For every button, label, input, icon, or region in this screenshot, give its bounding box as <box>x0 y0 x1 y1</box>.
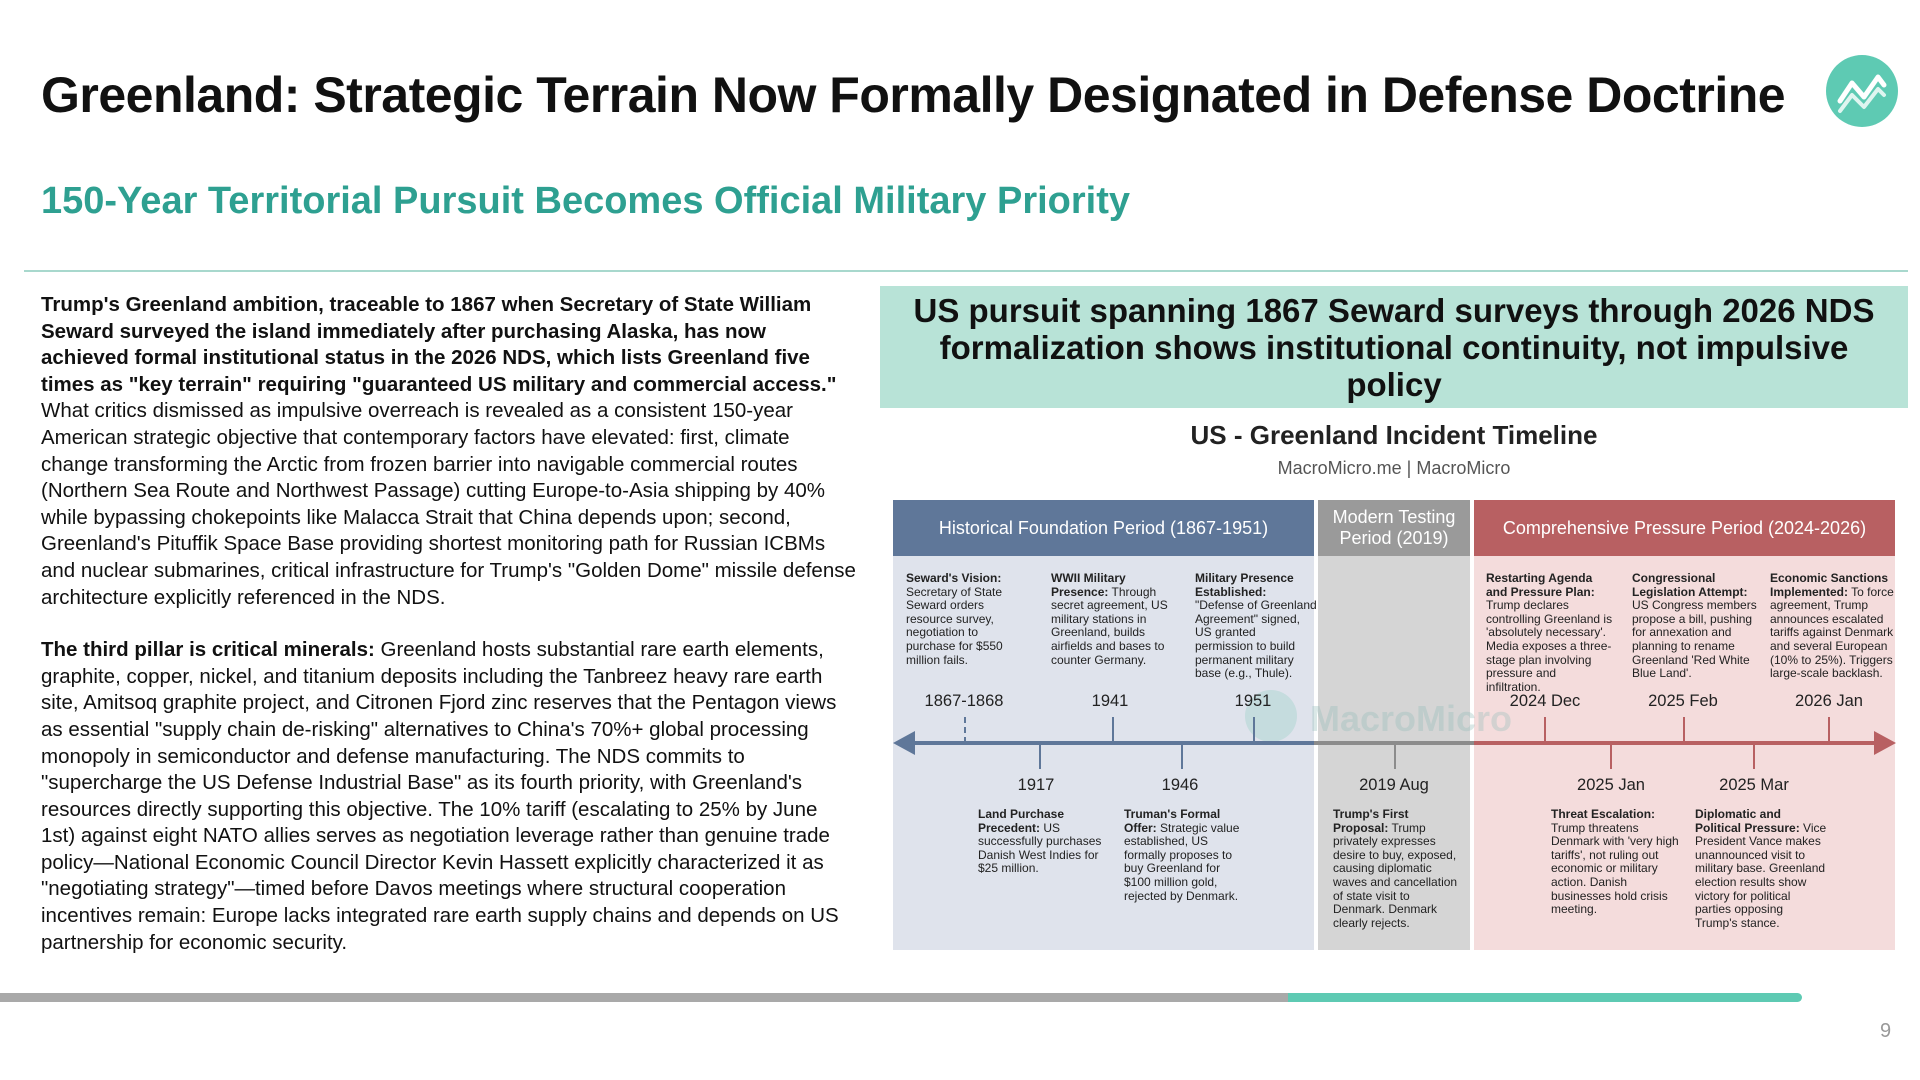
timeline-axis-pressure <box>1474 741 1874 745</box>
timeline-arrow-right-icon <box>1874 731 1896 755</box>
period-background-modern <box>1318 500 1470 950</box>
event-heading: Economic Sanctions Implemented: <box>1770 571 1889 599</box>
timeline-tick-2025-mar <box>1753 743 1755 769</box>
page-number: 9 <box>1880 1020 1892 1042</box>
timeline-event-1917: Land Purchase Precedent: US successfully… <box>978 807 1103 876</box>
body-paragraph-2-lead: The third pillar is critical minerals: <box>41 638 375 662</box>
trend-line-chart-icon <box>1826 55 1898 127</box>
timeline-date-1917: 1917 <box>1017 776 1055 794</box>
period-header-modern: Modern Testing Period (2019) <box>1318 500 1470 556</box>
event-text: Secretary of State Seward orders resourc… <box>906 584 1003 667</box>
timeline-tick-2025-jan <box>1610 743 1612 769</box>
timeline-source: MacroMicro.me | MacroMicro <box>1277 458 1511 478</box>
body-paragraph-1-lead: Trump's Greenland ambition, traceable to… <box>41 293 837 396</box>
event-text: "Defense of Greenland Agreement" signed,… <box>1195 598 1317 681</box>
timeline-date-2025-feb: 2025 Feb <box>1648 692 1718 710</box>
header-divider <box>24 270 1908 272</box>
timeline-tick-1867 <box>964 717 966 743</box>
body-paragraph-2: The third pillar is critical minerals: G… <box>41 637 856 956</box>
timeline-tick-1941 <box>1112 717 1114 743</box>
period-header-historical: Historical Foundation Period (1867-1951) <box>893 500 1314 556</box>
timeline-date-2019-aug: 2019 Aug <box>1359 776 1429 794</box>
timeline-date-2025-mar: 2025 Mar <box>1719 776 1789 794</box>
slide-title: Greenland: Strategic Terrain Now Formall… <box>41 67 1786 123</box>
event-text: Trump declares controlling Greenland is … <box>1486 598 1613 694</box>
event-text: US successfully purchases Danish West In… <box>978 820 1102 876</box>
body-paragraph-1: Trump's Greenland ambition, traceable to… <box>41 292 856 611</box>
timeline-date-1946: 1946 <box>1161 776 1199 794</box>
event-heading: Truman's Formal Offer: <box>1124 807 1221 835</box>
body-text: Trump's Greenland ambition, traceable to… <box>41 292 856 982</box>
timeline-tick-2019-aug <box>1394 743 1396 769</box>
timeline-date-1941: 1941 <box>1091 692 1129 710</box>
event-text: Trump privately expresses desire to buy,… <box>1333 820 1458 930</box>
event-heading: Trump's First Proposal: <box>1333 807 1409 835</box>
timeline-event-1941: WWII Military Presence: Through secret a… <box>1051 571 1169 667</box>
timeline-tick-2026-jan <box>1828 717 1830 743</box>
event-text: Strategic value established, US formally… <box>1124 820 1240 903</box>
timeline-title: US - Greenland Incident Timeline <box>1190 420 1598 450</box>
period-header-pressure: Comprehensive Pressure Period (2024-2026… <box>1474 500 1895 556</box>
timeline-event-2025-feb: Congressional Legislation Attempt: US Co… <box>1632 571 1760 681</box>
event-heading: Land Purchase Precedent: <box>978 807 1065 835</box>
timeline-event-1867: Seward's Vision: Secretary of State Sewa… <box>906 571 1024 667</box>
event-text: Through secret agreement, US military st… <box>1051 584 1168 667</box>
slide-progress-track <box>0 993 1288 1002</box>
period-background-historical <box>893 500 1314 950</box>
timeline-date-2025-jan: 2025 Jan <box>1577 776 1645 794</box>
event-text: To force agreement, Trump announces esca… <box>1770 584 1894 681</box>
body-paragraph-2-text: Greenland hosts substantial rare earth e… <box>41 638 839 954</box>
timeline-event-2019-aug: Trump's First Proposal: Trump privately … <box>1333 807 1463 930</box>
timeline-tick-2025-feb <box>1683 717 1685 743</box>
event-heading: Congressional Legislation Attempt: <box>1632 571 1748 599</box>
event-heading: Military Presence Established: <box>1195 571 1294 599</box>
timeline-date-2026-jan: 2026 Jan <box>1795 692 1863 710</box>
timeline-tick-1951 <box>1253 717 1255 743</box>
key-takeaway-banner: US pursuit spanning 1867 Seward surveys … <box>880 286 1908 408</box>
timeline-tick-2024-dec <box>1544 717 1546 743</box>
timeline-axis-historical <box>912 741 1314 745</box>
timeline-event-2026-jan: Economic Sanctions Implemented: To force… <box>1770 571 1894 681</box>
event-heading: WWII Military Presence: <box>1051 571 1126 599</box>
event-heading: Diplomatic and Political Pressure: <box>1695 807 1800 835</box>
timeline-date-1867: 1867-1868 <box>924 692 1004 710</box>
watermark-text: MacroMicro <box>1310 698 1513 739</box>
slide-progress-fill <box>1288 993 1802 1002</box>
event-heading: Seward's Vision: <box>906 571 1002 585</box>
timeline-event-1946: Truman's Formal Offer: Strategic value e… <box>1124 807 1249 903</box>
event-text: Vice President Vance makes unannounced v… <box>1695 820 1827 930</box>
event-text: Trump threatens Denmark with 'very high … <box>1551 820 1679 917</box>
timeline-event-2025-mar: Diplomatic and Political Pressure: Vice … <box>1695 807 1827 930</box>
event-heading: Restarting Agenda and Pressure Plan: <box>1486 571 1595 599</box>
timeline-event-2024-dec: Restarting Agenda and Pressure Plan: Tru… <box>1486 571 1614 694</box>
body-paragraph-1-text: What critics dismissed as impulsive over… <box>41 399 856 609</box>
event-heading: Threat Escalation: <box>1551 807 1656 821</box>
timeline-event-1951: Military Presence Established: "Defense … <box>1195 571 1317 681</box>
timeline-date-2024-dec: 2024 Dec <box>1509 692 1581 710</box>
timeline-date-1951: 1951 <box>1234 692 1272 710</box>
slide-subtitle: 150-Year Territorial Pursuit Becomes Off… <box>41 180 1131 222</box>
timeline-tick-1946 <box>1181 743 1183 769</box>
timeline-tick-1917 <box>1039 743 1041 769</box>
timeline-arrow-left-icon <box>893 731 915 755</box>
timeline-event-2025-jan: Threat Escalation: Trump threatens Denma… <box>1551 807 1679 917</box>
event-text: US Congress members propose a bill, push… <box>1632 598 1757 681</box>
